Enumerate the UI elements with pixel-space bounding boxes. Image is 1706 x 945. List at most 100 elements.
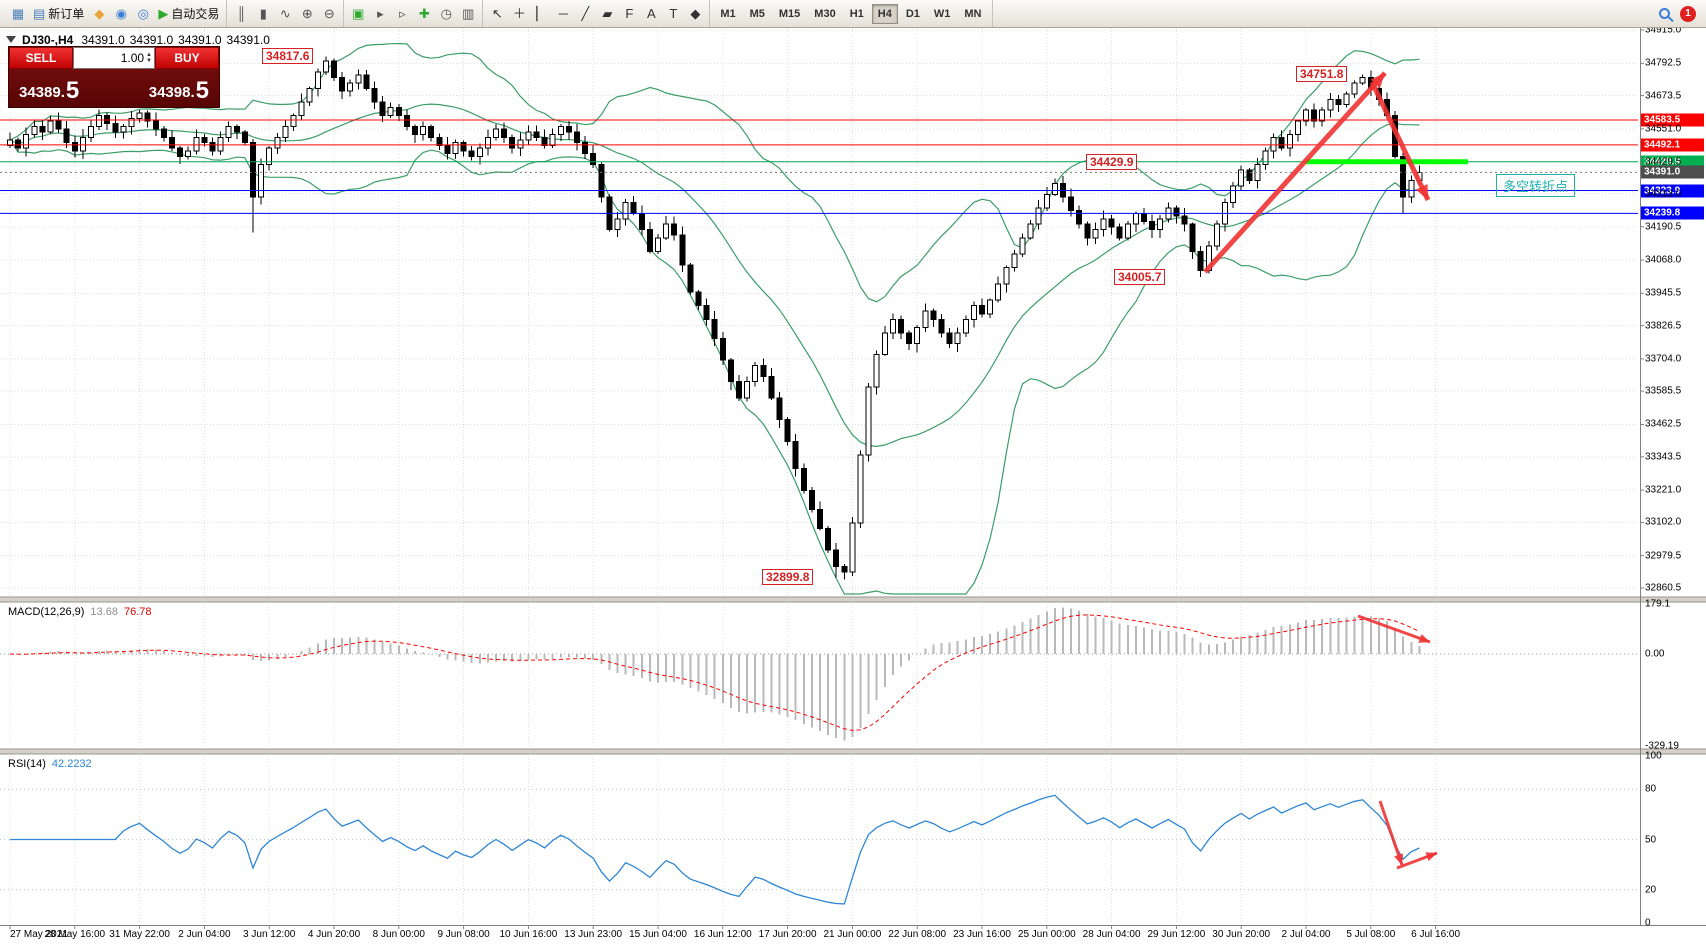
auto-scroll-icon[interactable]: ▸ bbox=[369, 3, 391, 25]
indicators-icon: ✚ bbox=[418, 6, 430, 21]
bollinger-lower bbox=[9, 139, 1420, 595]
crosshair-icon[interactable]: ＋ bbox=[508, 3, 530, 25]
chart-shift-icon[interactable]: ▹ bbox=[391, 3, 413, 25]
community-icon[interactable]: ◉ bbox=[110, 3, 132, 25]
tile-windows-icon: ▣ bbox=[352, 6, 365, 21]
sell-price-button[interactable]: 34389. 5 bbox=[19, 76, 80, 104]
notification-badge[interactable]: 1 bbox=[1680, 5, 1696, 22]
timeframe-D1[interactable]: D1 bbox=[905, 7, 920, 20]
price-annotation[interactable]: 32899.8 bbox=[762, 569, 814, 586]
timeframe-M15[interactable]: M15 bbox=[778, 7, 801, 20]
crosshair-icon: ＋ bbox=[512, 6, 526, 21]
bar-chart-icon: ║ bbox=[236, 6, 246, 21]
volume-down-icon[interactable]: ▼ bbox=[146, 58, 152, 64]
periods-icon: ◷ bbox=[440, 6, 452, 21]
new-chart-icon: ▦ bbox=[11, 6, 25, 21]
text-icon[interactable]: A bbox=[640, 3, 662, 25]
channel-icon: ▰ bbox=[602, 6, 613, 21]
one-click-trading-panel: SELL ▲ ▼ BUY 34389.5 34398.5 bbox=[8, 46, 220, 108]
timeframe-M5[interactable]: M5 bbox=[749, 7, 765, 20]
volume-field: ▲ ▼ bbox=[73, 47, 155, 69]
new-chart-icon[interactable]: ▦ bbox=[7, 3, 29, 25]
price-annotation[interactable]: 34817.6 bbox=[262, 48, 314, 65]
horizontal-line-icon[interactable]: ─ bbox=[552, 3, 574, 25]
channel-icon[interactable]: ▰ bbox=[596, 3, 618, 25]
templates-icon[interactable]: ▥ bbox=[457, 3, 479, 25]
volume-input[interactable] bbox=[74, 51, 145, 65]
trade-prices: 34389. 5 34398. 5 bbox=[9, 69, 219, 107]
line-chart-icon[interactable]: ∿ bbox=[274, 3, 296, 25]
new-order-button[interactable]: ▤ 新订单 bbox=[29, 3, 88, 25]
label-icon: T bbox=[669, 6, 678, 21]
zoom-in-icon: ⊕ bbox=[301, 6, 313, 21]
search-icon[interactable] bbox=[1659, 8, 1670, 19]
shapes-icon[interactable]: ◆ bbox=[684, 3, 706, 25]
panel-divider[interactable] bbox=[0, 597, 1706, 602]
candlestick-icon: ▮ bbox=[259, 6, 267, 21]
rsi-line bbox=[10, 794, 1420, 905]
broadcast-icon[interactable]: ◎ bbox=[132, 3, 154, 25]
auto-scroll-icon: ▸ bbox=[377, 6, 384, 21]
chart-shift-icon: ▹ bbox=[399, 6, 406, 21]
toolbar-group-windows: ▣ ▸ ▹ ✚ ◷ ▥ bbox=[344, 0, 484, 27]
buy-price-button[interactable]: 34398. 5 bbox=[148, 76, 209, 104]
horizontal-line-icon: ─ bbox=[558, 6, 568, 21]
templates-icon: ▥ bbox=[462, 6, 475, 21]
buy-button[interactable]: BUY bbox=[155, 47, 219, 69]
bollinger-upper bbox=[9, 42, 1420, 303]
trend-arrows[interactable] bbox=[1203, 71, 1438, 870]
trendline-icon: ╱ bbox=[581, 6, 590, 21]
price-annotation[interactable]: 34005.7 bbox=[1114, 268, 1166, 285]
fibonacci-icon: F bbox=[625, 6, 634, 21]
new-order-button-label: 新订单 bbox=[48, 7, 85, 21]
autotrading-button-label: 自动交易 bbox=[171, 7, 220, 21]
zoom-out-icon: ⊖ bbox=[323, 6, 335, 21]
timeframe-W1[interactable]: W1 bbox=[933, 7, 951, 20]
timeframe-MN[interactable]: MN bbox=[964, 7, 982, 20]
toolbar-group-chart-type: ║ ▮ ∿ ⊕ ⊖ bbox=[227, 0, 345, 27]
sell-button[interactable]: SELL bbox=[9, 47, 73, 69]
timeframe-M1[interactable]: M1 bbox=[720, 7, 736, 20]
indicators-icon[interactable]: ✚ bbox=[413, 3, 435, 25]
fibonacci-icon[interactable]: F bbox=[618, 3, 640, 25]
new-order-button-icon: ▤ bbox=[33, 6, 46, 21]
bollinger-middle bbox=[9, 103, 1420, 448]
autotrading-button-icon: ▶ bbox=[158, 6, 169, 21]
timeframe-group: M1 M5 M15 M30 H1 H4 D1 W1 MN bbox=[710, 0, 993, 27]
cursor-icon[interactable]: ↖ bbox=[486, 3, 508, 25]
timeframe-H4[interactable]: H4 bbox=[871, 3, 898, 24]
candlestick-series bbox=[7, 56, 1423, 580]
zoom-out-icon[interactable]: ⊖ bbox=[318, 3, 340, 25]
grid bbox=[0, 28, 1638, 923]
community-icon: ◉ bbox=[115, 6, 127, 21]
price-annotation[interactable]: 34429.9 bbox=[1086, 153, 1138, 170]
zoom-in-icon[interactable]: ⊕ bbox=[296, 3, 318, 25]
broadcast-icon: ◎ bbox=[137, 6, 149, 21]
periods-icon[interactable]: ◷ bbox=[435, 3, 457, 25]
timeframe-M30[interactable]: M30 bbox=[814, 7, 836, 20]
timeframe-H1[interactable]: H1 bbox=[849, 7, 864, 20]
one-click-toggle-icon[interactable] bbox=[6, 36, 16, 43]
volume-up-icon[interactable]: ▲ bbox=[146, 52, 152, 58]
candlestick-icon[interactable]: ▮ bbox=[252, 3, 274, 25]
vertical-line-icon: ▏ bbox=[536, 6, 547, 21]
mql5-icon[interactable]: ◆ bbox=[88, 3, 110, 25]
macd-histogram bbox=[17, 607, 1421, 741]
turning-point-annotation[interactable]: 多空转折点 bbox=[1496, 174, 1576, 197]
bar-chart-icon[interactable]: ║ bbox=[230, 3, 252, 25]
label-icon[interactable]: T bbox=[662, 3, 684, 25]
line-chart-icon: ∿ bbox=[279, 6, 291, 21]
toolbar-group-trade: ▦ ▤ 新订单 ◆ ◉ ◎ ▶ 自动交易 bbox=[4, 0, 228, 27]
cursor-icon: ↖ bbox=[491, 6, 503, 21]
shapes-icon: ◆ bbox=[690, 6, 701, 21]
toolbar: ▦ ▤ 新订单 ◆ ◉ ◎ ▶ 自动交易 ║ ▮ ∿ ⊕ ⊖ ▣ ▸ ▹ ✚ ◷ ▥ ↖ ＋ ▏ ─ ╱ ▰ F A T ◆ M1 M5 M1… bbox=[0, 0, 1706, 28]
price-annotation[interactable]: 34751.8 bbox=[1296, 66, 1348, 83]
mql5-icon: ◆ bbox=[94, 6, 105, 21]
trendline-icon[interactable]: ╱ bbox=[574, 3, 596, 25]
autotrading-button[interactable]: ▶ 自动交易 bbox=[154, 3, 223, 25]
text-icon: A bbox=[646, 6, 656, 21]
panel-divider[interactable] bbox=[0, 749, 1706, 754]
tile-windows-icon[interactable]: ▣ bbox=[347, 3, 369, 25]
vertical-line-icon[interactable]: ▏ bbox=[530, 3, 552, 25]
